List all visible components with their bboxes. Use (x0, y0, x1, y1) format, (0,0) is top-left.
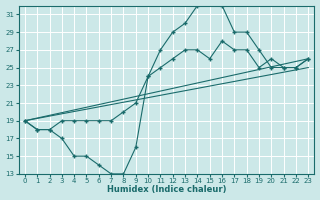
X-axis label: Humidex (Indice chaleur): Humidex (Indice chaleur) (107, 185, 226, 194)
